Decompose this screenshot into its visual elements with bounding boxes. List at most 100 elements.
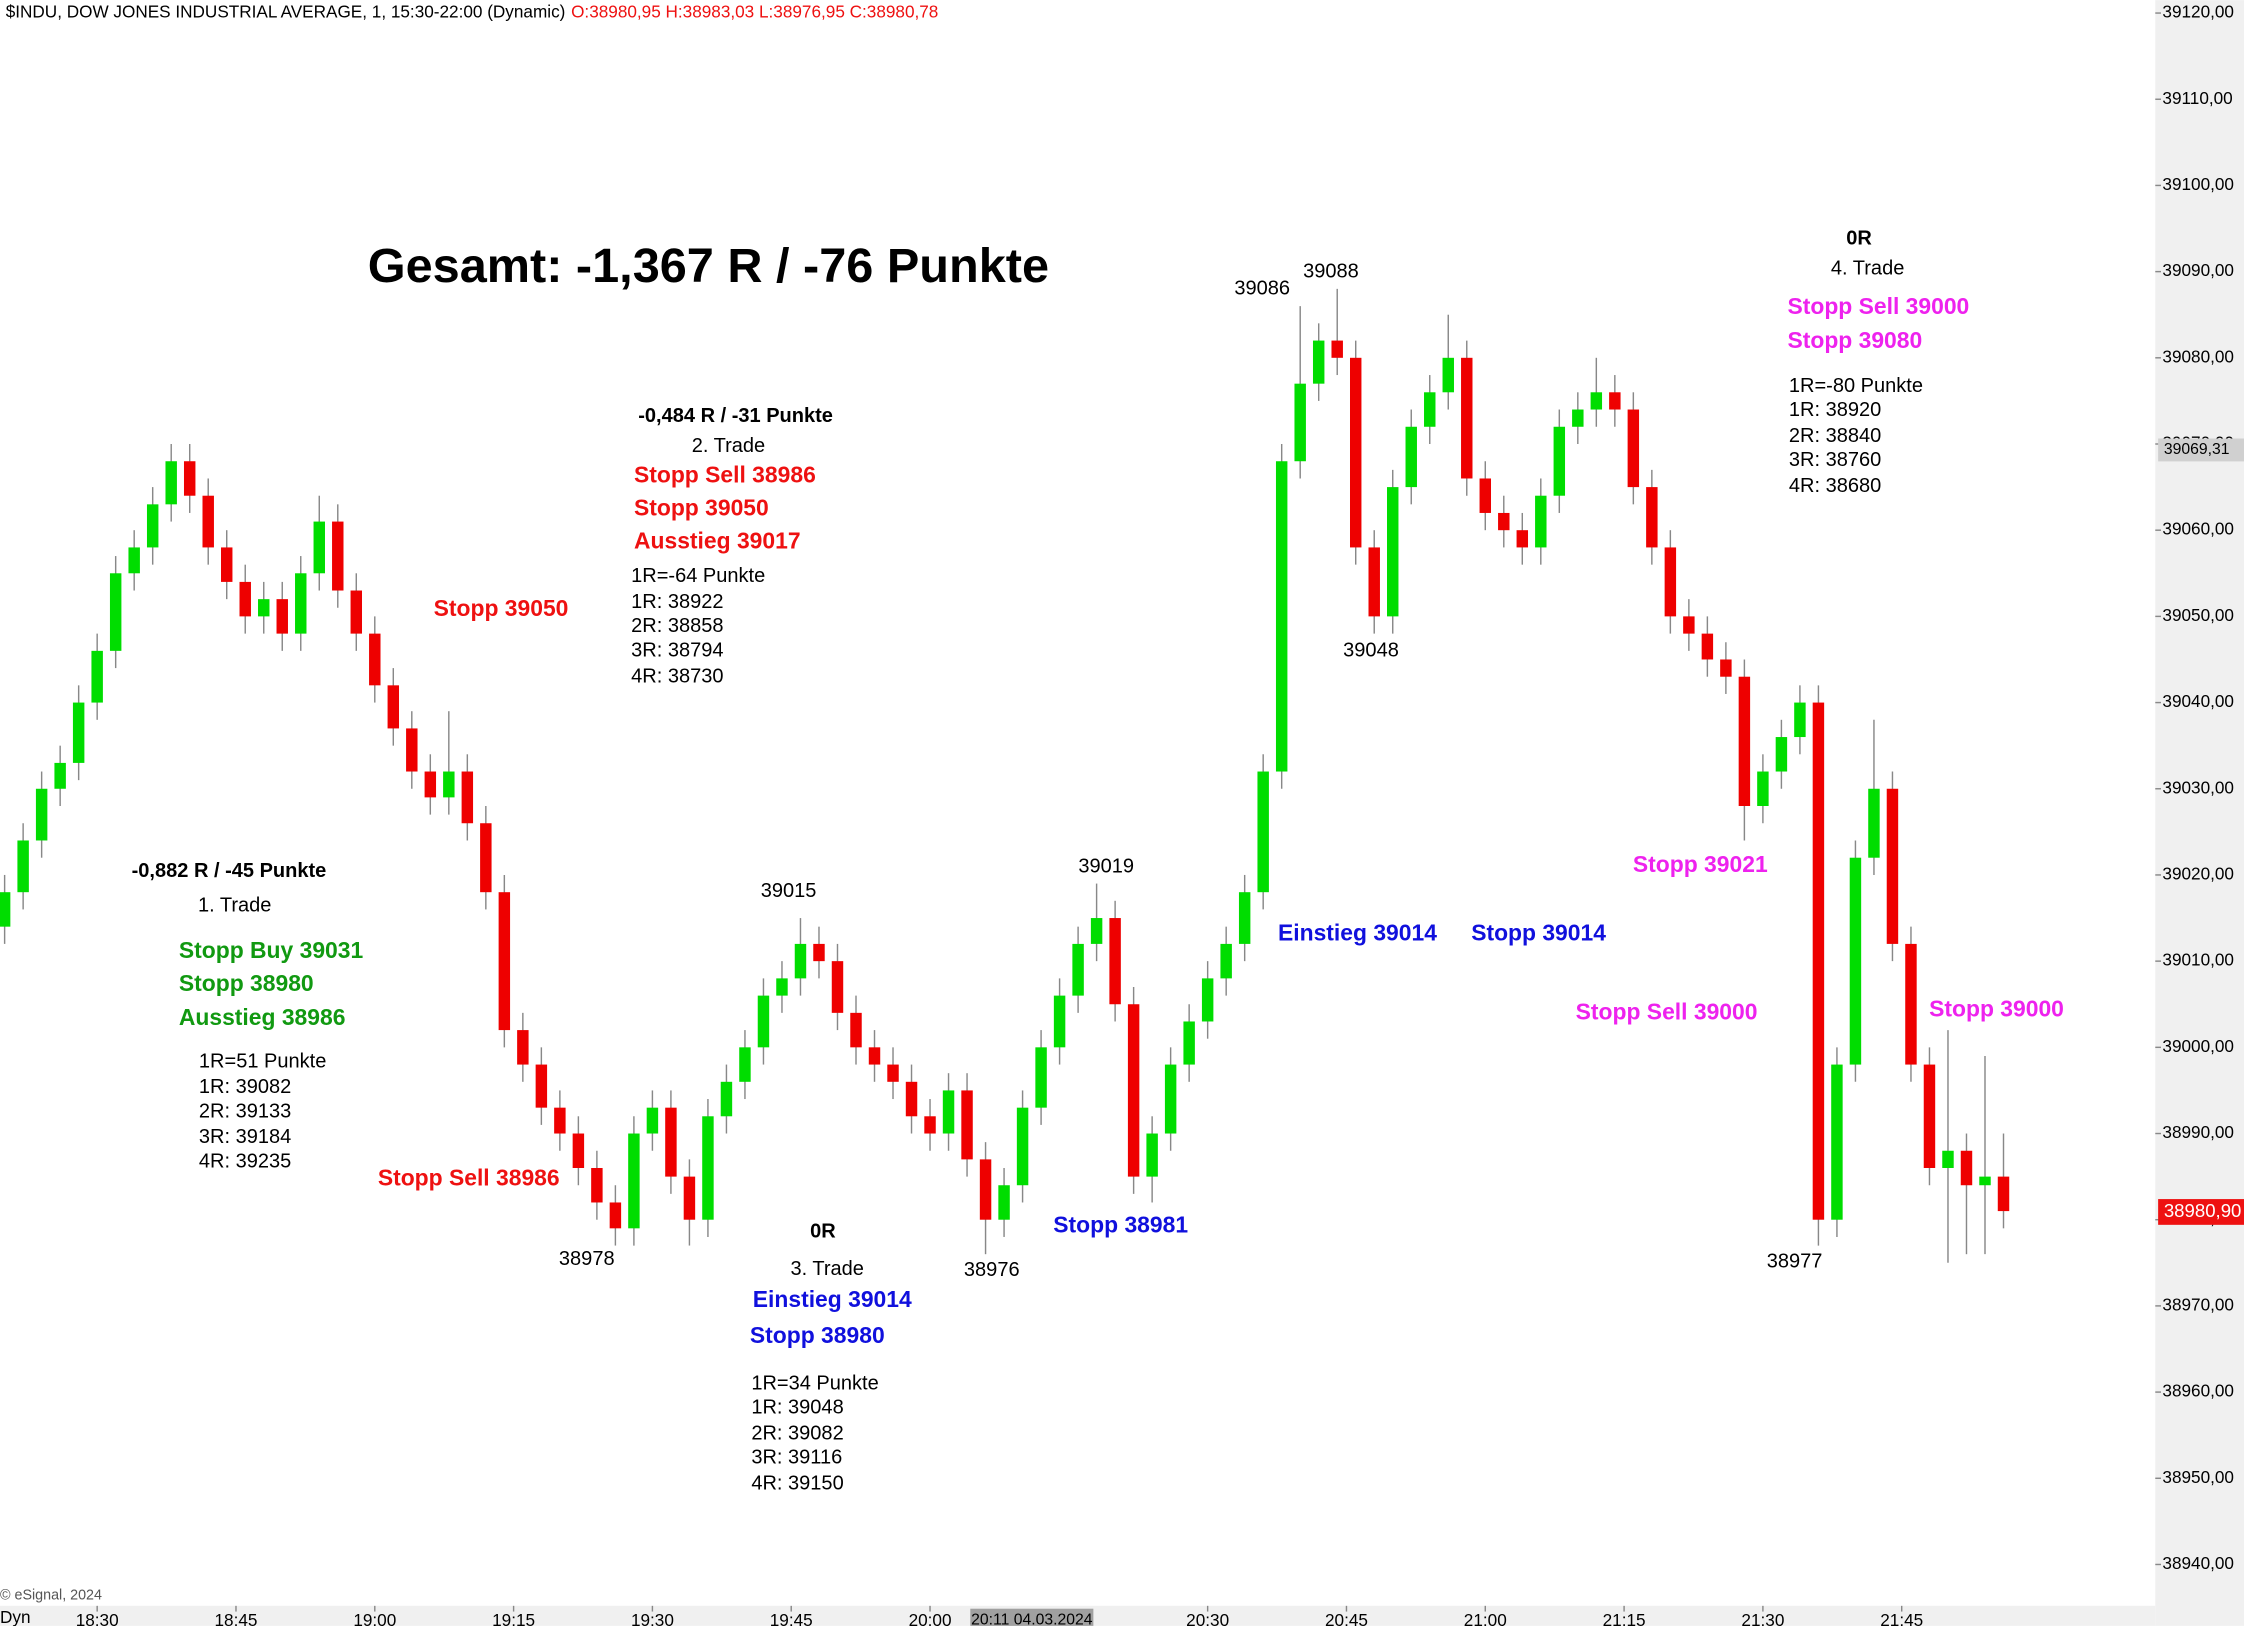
annotation: Stopp 39014 xyxy=(1471,920,1606,946)
annotation: 4R: 39235 xyxy=(199,1150,291,1172)
annotation: 4R: 38680 xyxy=(1789,475,1881,497)
candle-body xyxy=(1627,409,1640,488)
last-price-box xyxy=(2158,1199,2244,1225)
candle-body xyxy=(665,1107,677,1177)
annotation: 0R xyxy=(810,1221,836,1243)
corner-label: Dyn xyxy=(0,1607,31,1626)
y-tick-label: 39040,00 xyxy=(2162,691,2234,711)
x-tick-label: 20:00 xyxy=(909,1610,952,1626)
candle-body xyxy=(387,685,400,729)
crosshair-time-box xyxy=(970,1608,1094,1626)
y-tick-label: 38970,00 xyxy=(2162,1294,2234,1314)
y-tick-label: 39020,00 xyxy=(2162,863,2234,883)
candle-body xyxy=(128,547,140,574)
y-tick-label: 39030,00 xyxy=(2162,777,2234,797)
candle-body xyxy=(1035,1047,1047,1108)
x-tick-label: 19:00 xyxy=(353,1610,396,1626)
crosshair-price-box xyxy=(2158,438,2244,462)
y-tick-label: 39110,00 xyxy=(2162,88,2232,108)
candle-body xyxy=(794,943,807,979)
copyright: © eSignal, 2024 xyxy=(0,1588,102,1604)
candle-body xyxy=(1905,943,1917,1065)
candle-body xyxy=(1238,892,1251,944)
y-tick-label: 39090,00 xyxy=(2162,260,2234,280)
annotation: Ausstieg 38986 xyxy=(179,1004,346,1030)
x-tick-label: 21:00 xyxy=(1464,1610,1507,1626)
annotations: -0,484 R / -31 Punkte 2. Trade Stopp Sell … xyxy=(132,227,2064,1494)
candle-body xyxy=(1664,547,1677,617)
candle-body xyxy=(109,573,122,651)
annotation: 2. Trade xyxy=(692,435,765,457)
annotation: 2R: 39082 xyxy=(751,1422,843,1444)
candle-body xyxy=(1997,1176,2010,1212)
candle-body xyxy=(1868,788,1880,858)
candle-body xyxy=(1646,487,1658,548)
candle-body xyxy=(1164,1064,1177,1134)
candle-body xyxy=(1701,633,1714,660)
annotation: Ausstieg 39017 xyxy=(634,528,801,554)
candle-body xyxy=(1572,409,1584,427)
candle-body xyxy=(831,961,844,1013)
candle-body xyxy=(961,1090,973,1160)
candle-body xyxy=(1849,857,1862,1065)
candle-body xyxy=(1683,616,1695,634)
candle-body xyxy=(91,650,103,703)
candle-body xyxy=(1757,771,1769,806)
candle-body xyxy=(998,1185,1010,1220)
annotation: 39048 xyxy=(1343,640,1399,662)
annotation: 3R: 38760 xyxy=(1789,449,1881,471)
annotation: 3R: 38794 xyxy=(631,640,723,662)
candle-body xyxy=(1942,1150,1954,1168)
candle-body xyxy=(258,599,270,617)
candle-body xyxy=(1498,512,1510,531)
y-tick-label: 39010,00 xyxy=(2162,950,2234,970)
x-tick-label: 21:15 xyxy=(1603,1610,1646,1626)
candle-body xyxy=(1979,1176,1991,1186)
x-tick-label: 20:30 xyxy=(1186,1610,1229,1626)
annotation: -0,882 R / -45 Punkte xyxy=(132,860,327,882)
candle-body xyxy=(295,573,307,634)
annotation: 4R: 39150 xyxy=(751,1472,843,1494)
candle-body xyxy=(1960,1150,1973,1186)
candle-body xyxy=(1127,1004,1140,1177)
candle-body xyxy=(1516,530,1529,548)
x-tick-label: 18:30 xyxy=(76,1610,119,1626)
candle-body xyxy=(942,1090,955,1134)
crosshair-time: 20:11 04.03.2024 xyxy=(971,1611,1093,1626)
annotation: 39019 xyxy=(1078,856,1134,878)
annotation: Stopp 39050 xyxy=(434,595,569,621)
candle-body xyxy=(628,1133,640,1229)
candle-body xyxy=(1146,1133,1158,1177)
candle-body xyxy=(757,995,770,1048)
candle-body xyxy=(461,771,474,824)
candle-body xyxy=(979,1159,992,1220)
annotation: 4R: 38730 xyxy=(631,665,723,687)
candle-body xyxy=(1923,1064,1936,1168)
candle-body xyxy=(1553,426,1566,496)
annotation: Einstieg 39014 xyxy=(1278,920,1437,946)
annotation: 38976 xyxy=(964,1259,1020,1281)
plot-area xyxy=(0,0,2155,1606)
candle-body xyxy=(332,521,344,591)
candle-body xyxy=(739,1047,751,1082)
annotation: Einstieg 39014 xyxy=(753,1286,912,1312)
candle-body xyxy=(369,633,381,686)
annotation: 39086 xyxy=(1234,278,1290,300)
annotation: Stopp 39080 xyxy=(1787,327,1922,353)
y-tick-label: 39000,00 xyxy=(2162,1036,2234,1056)
annotation: 1R=51 Punkte xyxy=(199,1050,326,1072)
candle-body xyxy=(35,788,48,841)
candle-body xyxy=(1831,1064,1843,1220)
annotation: 1R=-64 Punkte xyxy=(631,565,765,587)
candle-body xyxy=(887,1064,899,1082)
annotation: Stopp Sell 39000 xyxy=(1787,293,1969,319)
candle-body xyxy=(1738,676,1751,806)
candle-body xyxy=(850,1012,862,1048)
x-tick-label: 19:45 xyxy=(770,1610,813,1626)
candle-body xyxy=(146,504,159,548)
candle-body xyxy=(17,840,29,893)
y-tick-label: 39060,00 xyxy=(2162,519,2234,539)
last-price: 38980,90 xyxy=(2164,1200,2242,1221)
candle-body xyxy=(1812,702,1825,1220)
